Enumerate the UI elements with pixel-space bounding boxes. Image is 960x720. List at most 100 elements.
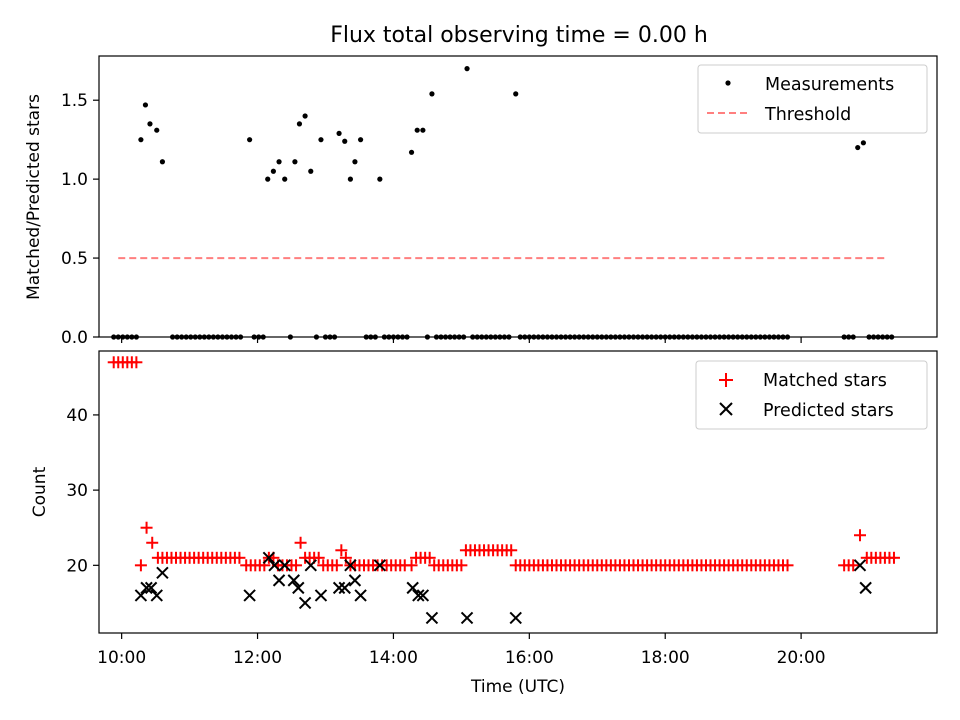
measurement-point (270, 168, 276, 174)
predicted-star-point (332, 581, 346, 595)
measurement-point (347, 176, 353, 182)
y-tick-label: 1.0 (61, 170, 88, 190)
y-tick-label: 0.0 (61, 328, 88, 348)
predicted-star-point (354, 589, 367, 602)
predicted-star-point (292, 581, 305, 595)
matched-star-point (887, 551, 900, 564)
ratio-data-layer (111, 66, 895, 340)
legend-matched-marker (719, 373, 733, 387)
legend-predicted-marker (719, 402, 733, 416)
predicted-star-point (278, 559, 291, 572)
count-legend: Matched stars Predicted stars (695, 360, 928, 430)
measurement-point (276, 159, 282, 165)
ratio-plot-frame (98, 55, 938, 338)
predicted-star-point (412, 589, 425, 602)
count-legend-box (695, 360, 928, 430)
measurement-point (282, 176, 288, 182)
matched-star-point (233, 551, 246, 564)
predicted-star-point (406, 581, 419, 595)
measurement-point (357, 137, 364, 143)
y-tick-label: 1.5 (61, 91, 88, 111)
measurement-point (318, 137, 324, 143)
predicted-star-point (287, 574, 300, 587)
x-tick-label: 12:00 (233, 648, 282, 668)
predicted-star-point (262, 551, 276, 565)
count-panel: 20 30 40 10:00 12:00 14:00 16:00 18:00 20:00 Co… (30, 350, 938, 697)
y-tick-label: 30 (66, 481, 88, 501)
predicted-star-point (243, 589, 256, 602)
legend-measurements-label: Measurements (765, 75, 894, 95)
x-tick-label: 16:00 (505, 648, 554, 668)
y-tick-label: 40 (66, 406, 88, 426)
measurement-point (308, 168, 314, 174)
measurement-point (147, 121, 153, 127)
measurement-point (154, 127, 160, 133)
predicted-star-point (150, 589, 163, 602)
matched-star-point (423, 551, 436, 564)
legend-matched-label: Matched stars (763, 371, 887, 391)
predicted-star-point (338, 581, 351, 595)
measurement-point (342, 138, 348, 144)
predicted-star-point (373, 559, 387, 572)
count-y-axis: 20 30 40 (66, 406, 99, 576)
x-tick-label: 18:00 (641, 648, 690, 668)
legend-predicted-label: Predicted stars (763, 401, 894, 421)
y-tick-label: 0.5 (61, 249, 88, 269)
matched-star-point (505, 544, 518, 557)
ratio-y-axis-label: Matched/Predicted stars (24, 94, 44, 300)
ratio-panel: 0.0 0.5 1.0 1.5 Matched/Predicted stars Mea… (24, 55, 938, 348)
count-y-axis-label: Count (30, 466, 50, 517)
predicted-star-point (140, 581, 153, 595)
measurement-point (159, 159, 166, 165)
x-tick-label: 14:00 (369, 648, 418, 668)
measurement-point (513, 91, 519, 97)
count-plot-frame (98, 350, 938, 634)
legend-measurements-marker (725, 80, 731, 86)
predicted-star-point (460, 611, 474, 625)
measurement-point (855, 144, 861, 151)
ratio-legend-box (697, 64, 928, 134)
predicted-star-point (304, 559, 317, 572)
predicted-star-point (272, 574, 286, 587)
matched-star-point (853, 529, 866, 542)
matched-star-point (312, 551, 325, 564)
predicted-star-point (348, 574, 362, 587)
matched-star-point (781, 559, 794, 572)
y-tick-label: 20 (66, 556, 88, 576)
measurement-point (420, 127, 426, 133)
predicted-star-point (156, 566, 169, 580)
measurement-point (336, 130, 342, 136)
measurement-point (292, 159, 298, 165)
predicted-star-point (859, 581, 872, 595)
measurement-point (377, 176, 383, 182)
matched-star-point (140, 521, 153, 534)
measurement-point (408, 149, 415, 155)
predicted-star-point (268, 559, 281, 572)
x-tick-label: 10:00 (97, 648, 146, 668)
matched-star-point (335, 544, 348, 557)
matched-star-point (294, 536, 307, 549)
predicted-star-point (144, 581, 158, 595)
predicted-star-point (298, 596, 312, 610)
matched-star-point (847, 559, 860, 572)
predicted-star-point (134, 589, 148, 602)
matched-star-point (290, 559, 303, 572)
matched-star-point (455, 559, 468, 572)
measurement-point (429, 91, 435, 97)
predicted-star-point (314, 589, 328, 602)
matched-star-point (134, 559, 147, 572)
measurement-point (142, 102, 149, 108)
measurement-point (138, 137, 144, 143)
count-x-axis: 10:00 12:00 14:00 16:00 18:00 20:00 (97, 633, 826, 668)
matched-star-point (146, 536, 159, 549)
matched-star-point (130, 356, 143, 369)
predicted-star-point (344, 559, 357, 572)
predicted-star-point (416, 589, 430, 602)
measurement-point (296, 121, 303, 127)
measurement-point (302, 113, 308, 119)
measurement-point (265, 176, 271, 182)
matched-star-point (330, 559, 343, 572)
measurement-point (247, 137, 253, 143)
x-tick-label: 20:00 (777, 648, 826, 668)
